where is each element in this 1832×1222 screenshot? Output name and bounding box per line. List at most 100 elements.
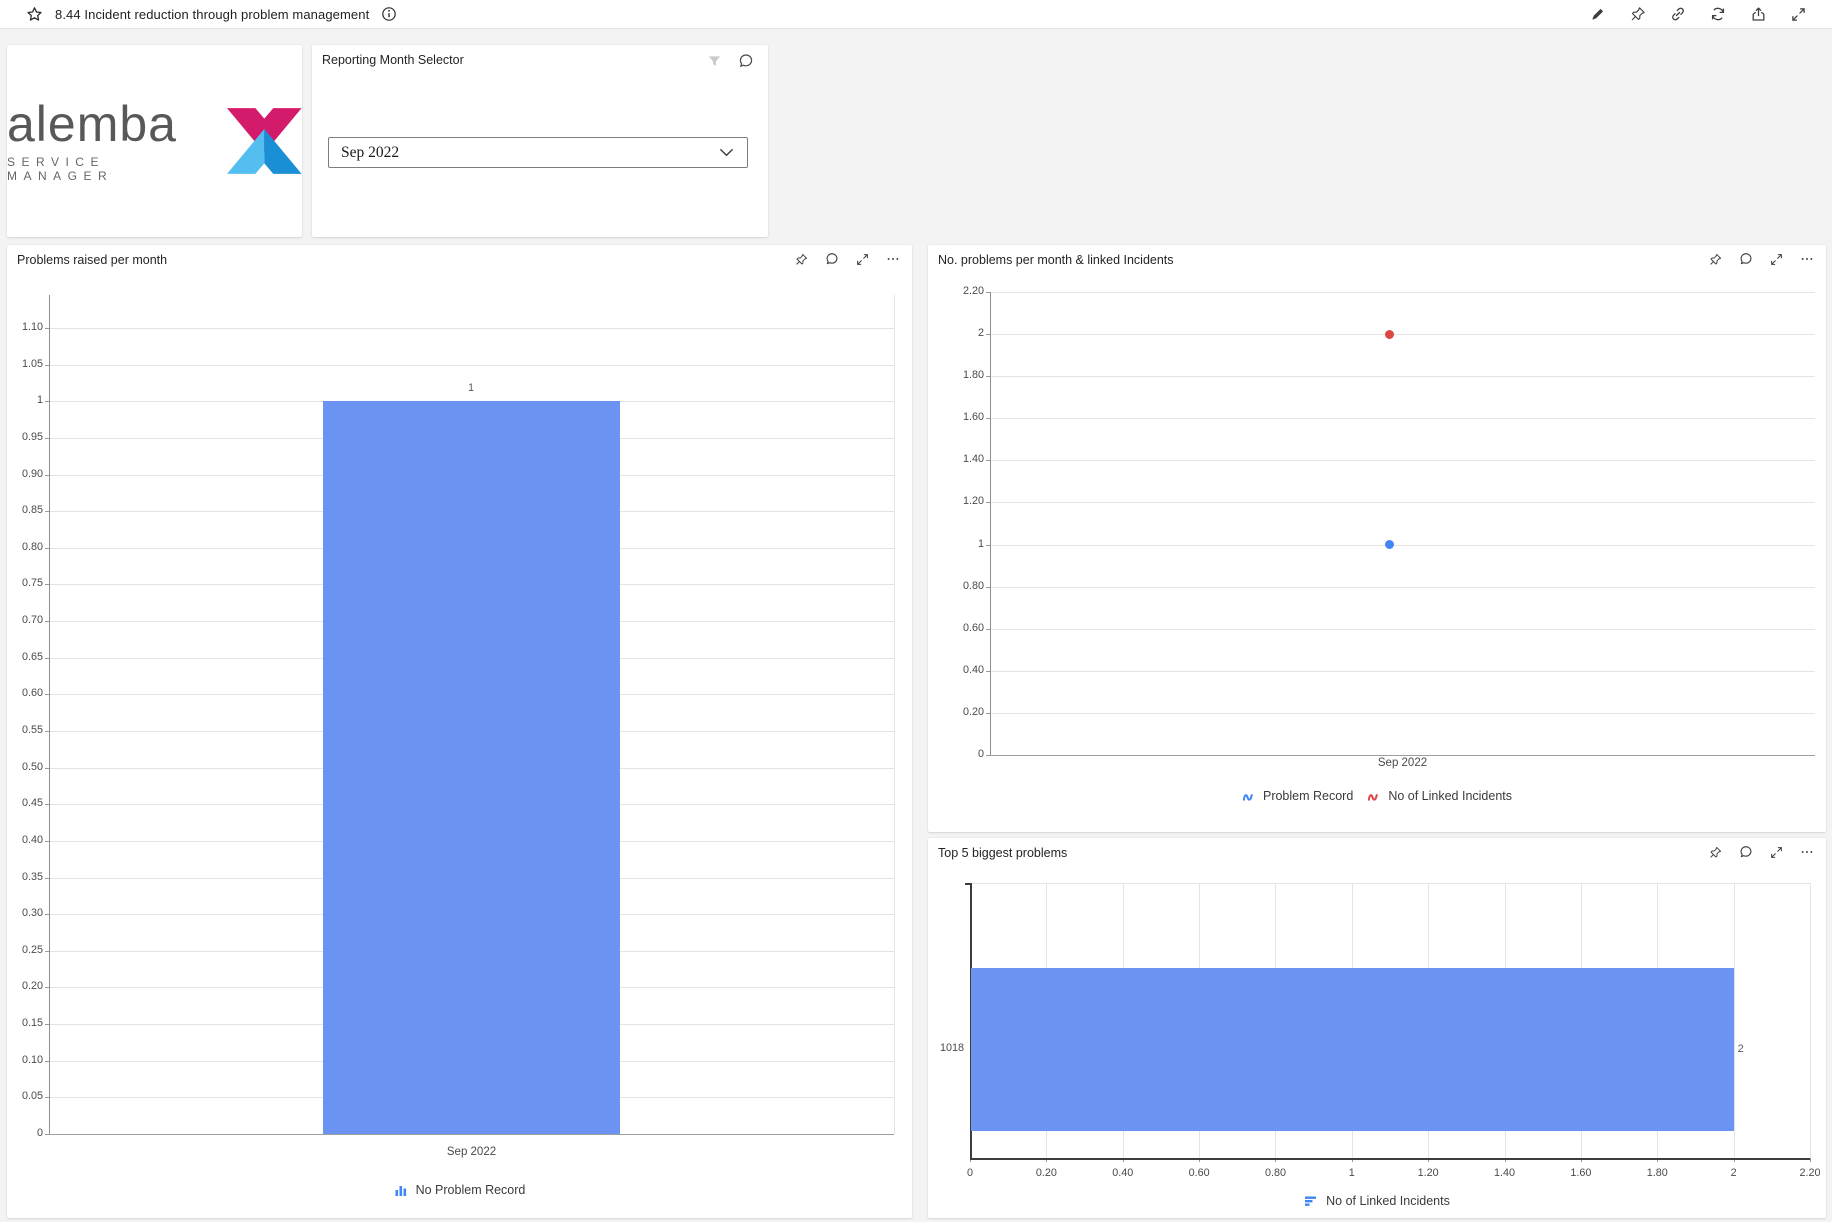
x-axis-tick-label: 1.40 bbox=[1494, 1167, 1516, 1179]
x-axis-tick bbox=[1351, 1158, 1353, 1162]
refresh-icon[interactable] bbox=[1710, 6, 1726, 22]
column-chart-icon bbox=[395, 1186, 406, 1196]
alemba-logo: alemba SERVICE MANAGER bbox=[7, 45, 302, 237]
y-axis-tick-label: 0.70 bbox=[21, 614, 43, 627]
info-icon[interactable] bbox=[381, 6, 397, 22]
legend-item-linked-incidents[interactable]: No of Linked Incidents bbox=[1367, 789, 1512, 803]
y-axis-tick bbox=[45, 1024, 49, 1026]
y-axis-tick-label: 0 bbox=[977, 748, 984, 760]
pin-visual-icon[interactable] bbox=[795, 253, 808, 266]
y-axis-tick bbox=[45, 694, 49, 696]
legend-label: No Problem Record bbox=[415, 1183, 526, 1197]
gridline bbox=[990, 712, 1815, 714]
gridline bbox=[990, 586, 1815, 588]
x-axis-baseline bbox=[49, 1134, 894, 1135]
x-axis-tick bbox=[1580, 1158, 1582, 1162]
legend-item[interactable]: No of Linked Incidents bbox=[1304, 1194, 1450, 1208]
more-options-icon[interactable] bbox=[1800, 845, 1814, 859]
y-axis-tick bbox=[986, 292, 990, 293]
focus-mode-icon[interactable] bbox=[1770, 253, 1783, 266]
y-axis-tick bbox=[45, 950, 49, 952]
link-icon[interactable] bbox=[1670, 6, 1686, 22]
legend-item-problem-record[interactable]: Problem Record bbox=[1242, 789, 1353, 803]
reporting-month-dropdown[interactable]: Sep 2022 bbox=[328, 137, 748, 168]
filter-funnel-icon[interactable] bbox=[707, 54, 722, 69]
titlebar: 8.44 Incident reduction through problem … bbox=[0, 0, 1832, 29]
top5-biggest-problems-panel: Top 5 biggest problems No of Linked Inci… bbox=[928, 838, 1826, 1218]
legend-label: Problem Record bbox=[1262, 789, 1354, 803]
focus-mode-icon[interactable] bbox=[1770, 846, 1783, 859]
bar-1018[interactable] bbox=[971, 967, 1734, 1131]
line-series-icon bbox=[1368, 793, 1379, 801]
y-axis-tick-label: 1.05 bbox=[21, 357, 43, 370]
legend-label: No of Linked Incidents bbox=[1326, 1194, 1450, 1208]
y-axis-tick-label: 0.05 bbox=[21, 1090, 43, 1103]
gridline bbox=[990, 418, 1815, 420]
legend: No Problem Record bbox=[7, 1183, 912, 1197]
gridline bbox=[990, 544, 1815, 546]
gridline bbox=[990, 376, 1815, 378]
edit-pen-icon[interactable] bbox=[1590, 6, 1606, 22]
y-axis-line bbox=[49, 295, 50, 1134]
x-axis-tick bbox=[1504, 1158, 1506, 1162]
gridline bbox=[990, 292, 1815, 293]
data-point-problem-record[interactable] bbox=[1384, 540, 1394, 550]
y-axis-tick-label: 0.20 bbox=[21, 980, 43, 993]
brand-name: alemba bbox=[7, 96, 177, 152]
y-axis-tick-label: 0.60 bbox=[21, 687, 43, 700]
pin-visual-icon[interactable] bbox=[1709, 253, 1722, 266]
x-axis-tick-label: 0 bbox=[966, 1167, 973, 1179]
selector-title: Reporting Month Selector bbox=[322, 53, 464, 67]
y-axis-tick-label: 2 bbox=[977, 327, 984, 340]
plot-right-border bbox=[894, 295, 895, 1134]
comment-icon[interactable] bbox=[825, 252, 839, 266]
more-options-icon[interactable] bbox=[1800, 252, 1814, 266]
favorite-star-icon[interactable] bbox=[26, 6, 43, 23]
y-axis-line bbox=[990, 292, 991, 755]
export-icon[interactable] bbox=[1750, 6, 1767, 23]
x-axis-tick bbox=[1199, 1158, 1201, 1162]
comment-icon[interactable] bbox=[1739, 845, 1753, 859]
y-axis-tick-label: 1.10 bbox=[21, 321, 43, 333]
y-axis-tick-label: 1.20 bbox=[962, 495, 984, 508]
gridline bbox=[990, 670, 1815, 672]
y-axis-tick-label: 0.15 bbox=[21, 1017, 43, 1030]
y-axis-tick-label: 0.80 bbox=[962, 579, 984, 592]
x-axis-tick-label: 0.20 bbox=[1035, 1167, 1057, 1179]
y-axis-tick bbox=[986, 712, 990, 714]
fullscreen-icon[interactable] bbox=[1791, 7, 1806, 22]
y-axis-tick bbox=[986, 376, 990, 378]
y-axis-tick bbox=[45, 1097, 49, 1099]
gridline bbox=[990, 502, 1815, 504]
bar-sep-2022[interactable] bbox=[322, 401, 620, 1134]
panel-title: Top 5 biggest problems bbox=[938, 846, 1068, 860]
y-axis-tick-label: 0 bbox=[36, 1127, 43, 1139]
y-axis-tick bbox=[986, 544, 990, 546]
y-axis-tick-label: 0.65 bbox=[21, 650, 43, 663]
y-axis-tick bbox=[45, 584, 49, 586]
x-axis-tick-label: 2 bbox=[1730, 1167, 1737, 1179]
pin-icon[interactable] bbox=[1630, 6, 1646, 22]
comment-icon[interactable] bbox=[738, 53, 754, 69]
y-axis-tick bbox=[45, 474, 49, 476]
data-point-no-of-linked-incidents[interactable] bbox=[1384, 329, 1394, 339]
focus-mode-icon[interactable] bbox=[856, 253, 869, 266]
y-axis-tick-label: 0.75 bbox=[21, 577, 43, 590]
more-options-icon[interactable] bbox=[886, 252, 900, 266]
y-axis-tick bbox=[45, 511, 49, 513]
y-axis-tick bbox=[45, 657, 49, 659]
x-axis-label: Sep 2022 bbox=[446, 1146, 497, 1158]
page-title: 8.44 Incident reduction through problem … bbox=[55, 6, 370, 22]
gridline bbox=[990, 628, 1815, 630]
comment-icon[interactable] bbox=[1739, 252, 1753, 266]
logo-card: alemba SERVICE MANAGER bbox=[7, 45, 302, 237]
y-axis-tick-label: 1.80 bbox=[962, 369, 984, 382]
x-axis-tick-label: 1 bbox=[1348, 1167, 1355, 1179]
y-axis-tick bbox=[45, 840, 49, 842]
panel-title: No. problems per month & linked Incident… bbox=[938, 253, 1174, 267]
y-axis-tick bbox=[986, 586, 990, 588]
legend-item[interactable]: No Problem Record bbox=[394, 1183, 526, 1197]
pin-visual-icon[interactable] bbox=[1709, 846, 1722, 859]
gridline bbox=[1733, 883, 1735, 1158]
x-axis-tick bbox=[1733, 1158, 1735, 1162]
